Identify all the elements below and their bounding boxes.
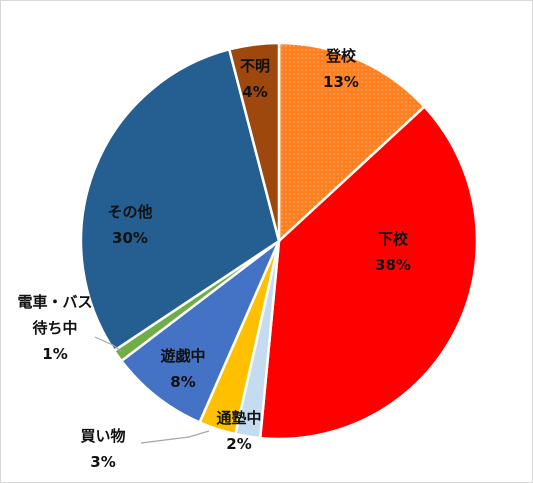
slice-percent-label: 3% xyxy=(90,453,115,471)
slice-percent-label: 4% xyxy=(242,83,267,101)
slice-percent-label: 38% xyxy=(375,256,411,274)
pie-slice xyxy=(258,104,479,441)
slice-percent-label: 8% xyxy=(170,373,195,391)
leader-lines xyxy=(94,336,210,444)
leader-line xyxy=(94,336,122,352)
slice-label: 下校 xyxy=(378,230,409,248)
pie-slice xyxy=(277,41,427,244)
slice-percent-label: 1% xyxy=(42,345,67,363)
slice-label: その他 xyxy=(107,203,152,221)
slice-label: 登校 xyxy=(325,47,357,65)
slice-percent-label: 30% xyxy=(112,229,148,247)
leader-line xyxy=(140,430,210,444)
pie-slice xyxy=(79,47,281,353)
slice-label: 買い物 xyxy=(80,427,125,445)
slice-label: 通塾中 xyxy=(216,409,261,427)
pie-slices xyxy=(79,41,479,441)
slice-percent-label: 2% xyxy=(226,435,251,453)
slice-label: 遊戯中 xyxy=(160,347,205,365)
slice-label: 待ち中 xyxy=(32,319,77,337)
pie-slice xyxy=(227,41,281,242)
slice-percent-label: 13% xyxy=(323,73,359,91)
pie-slice xyxy=(119,237,283,425)
slice-label: 不明 xyxy=(240,57,270,75)
slice-label: 電車・バス xyxy=(17,293,92,311)
